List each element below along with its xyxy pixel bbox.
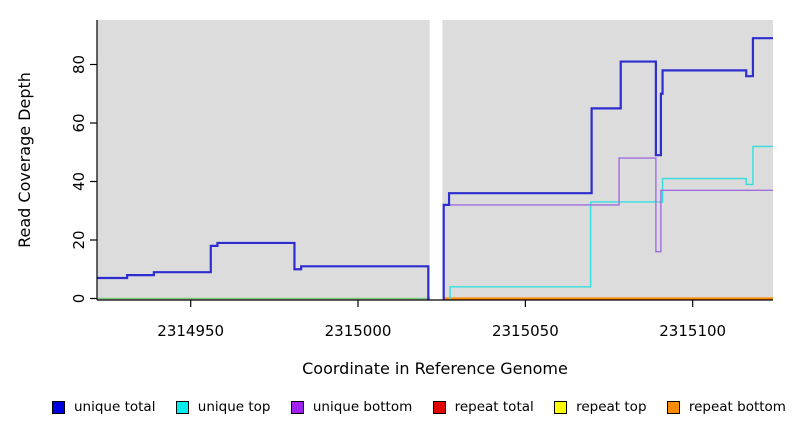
x-axis-ticks: 2314950 2315000 2315050 2315100 bbox=[157, 300, 726, 340]
repeat-bottom-swatch-icon bbox=[666, 400, 680, 414]
y-tick-label: 0 bbox=[70, 294, 88, 304]
y-tick-label: 40 bbox=[70, 172, 88, 191]
repeat-top-swatch-icon bbox=[554, 400, 568, 414]
x-tick-label: 2315100 bbox=[659, 322, 726, 340]
coverage-plot: 2314950 2315000 2315050 2315100 0 20 40 60 80 C… bbox=[15, 20, 773, 378]
legend-item-unique-total: unique total bbox=[52, 399, 155, 415]
legend-item-unique-top: unique top bbox=[175, 399, 271, 415]
x-tick-label: 2314950 bbox=[157, 322, 224, 340]
y-tick-label: 80 bbox=[70, 55, 88, 74]
legend-item-repeat-total: repeat total bbox=[432, 399, 534, 415]
y-axis-ticks: 0 20 40 60 80 bbox=[70, 55, 97, 303]
legend-label: repeat bottom bbox=[688, 399, 786, 415]
unique-bottom-swatch-icon bbox=[290, 400, 304, 414]
y-axis-title: Read Coverage Depth bbox=[15, 72, 34, 248]
legend-label: repeat total bbox=[454, 399, 534, 415]
series-line-unique-total-right bbox=[442, 37, 773, 300]
unique-top-swatch-icon bbox=[175, 400, 189, 414]
series-line-unique-bottom bbox=[449, 157, 773, 253]
legend-item-repeat-top: repeat top bbox=[554, 399, 647, 415]
legend-label: unique bottom bbox=[312, 399, 413, 415]
x-tick-label: 2315000 bbox=[325, 322, 392, 340]
series-line-unique-total-left bbox=[97, 241, 430, 300]
legend-item-unique-bottom: unique bottom bbox=[290, 399, 413, 415]
x-axis-title: Coordinate in Reference Genome bbox=[302, 359, 568, 378]
legend: unique total unique top unique bottom re… bbox=[0, 399, 792, 415]
unique-total-swatch-icon bbox=[52, 400, 65, 414]
legend-item-repeat-bottom: repeat bottom bbox=[666, 399, 786, 415]
y-tick-label: 20 bbox=[70, 230, 88, 249]
y-tick-label: 60 bbox=[70, 113, 88, 132]
legend-label: unique total bbox=[74, 399, 156, 415]
x-tick-label: 2315050 bbox=[492, 322, 559, 340]
repeat-total-swatch-icon bbox=[432, 400, 446, 414]
series-lines bbox=[97, 37, 773, 300]
legend-label: repeat top bbox=[576, 399, 647, 415]
legend-label: unique top bbox=[197, 399, 271, 415]
coverage-gap-band bbox=[429, 20, 443, 300]
